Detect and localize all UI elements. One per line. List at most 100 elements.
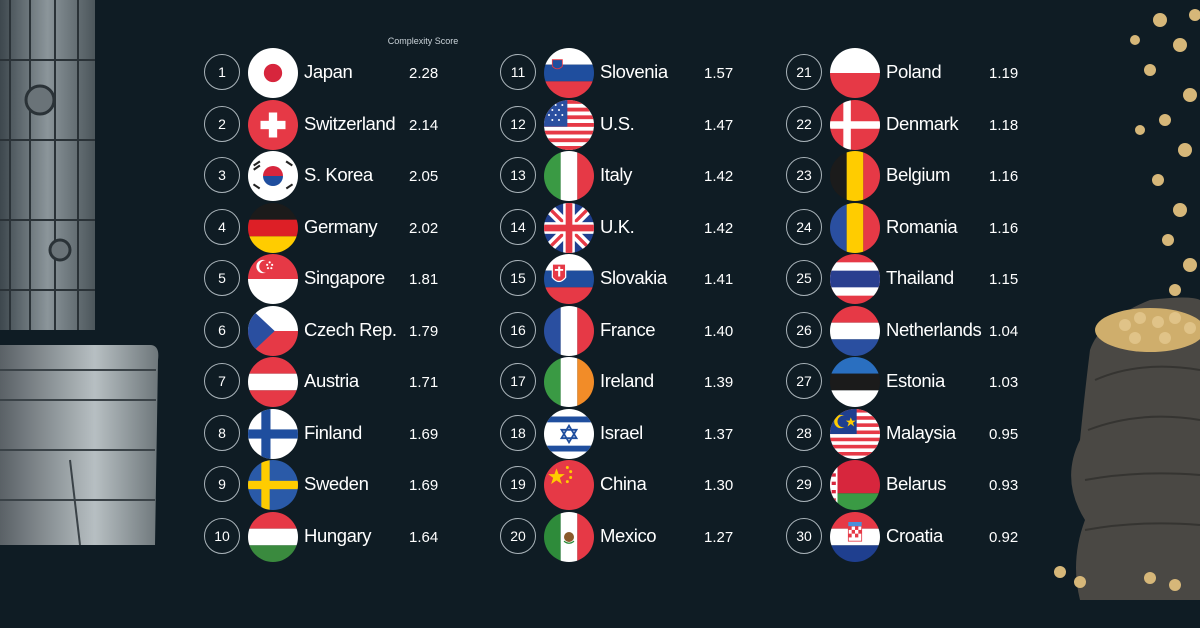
table-row: 11 Slovenia 1.57: [500, 48, 800, 98]
complexity-score-value: 1.71: [409, 374, 439, 391]
singapore-flag-icon: [248, 254, 298, 304]
table-row: 25 Thailand 1.15: [786, 254, 1086, 304]
country-name: Hungary: [304, 524, 372, 546]
rank-badge: 9: [204, 466, 240, 502]
rank-badge: 18: [500, 414, 536, 451]
rank-badge: 25: [786, 260, 822, 296]
country-name: Belarus: [886, 473, 946, 494]
table-row: 8 Finland 1.69: [204, 408, 504, 459]
sweden-flag-icon: [248, 460, 298, 510]
table-row: 21 Poland 1.19: [786, 48, 1086, 98]
table-row: 16 France 1.40: [500, 305, 800, 356]
rank-badge: 23: [786, 157, 822, 193]
usa-flag-icon: [544, 99, 594, 150]
austria-flag-icon: [248, 357, 298, 407]
country-name: Japan: [304, 61, 353, 82]
south-korea-flag-icon: [248, 151, 298, 201]
germany-flag-icon: [248, 202, 298, 253]
table-row: 14 U.K. 1.42: [500, 202, 800, 253]
ireland-flag-icon: [544, 357, 594, 407]
table-row: 17 Ireland 1.39: [500, 357, 800, 407]
complexity-score-value: 1.18: [989, 116, 1019, 134]
table-row: 15 Slovakia 1.41: [500, 254, 800, 304]
switzerland-flag-icon: [248, 99, 298, 150]
rank-badge: 6: [204, 311, 240, 348]
rank-badge: 4: [204, 208, 240, 245]
thailand-flag-icon: [830, 254, 880, 304]
rank-badge: 29: [786, 466, 822, 502]
country-name: Romania: [886, 215, 958, 237]
table-row: 12 U.S. 1.47: [500, 99, 800, 150]
complexity-score-value: 1.39: [704, 374, 734, 391]
complexity-score-value: 1.41: [704, 271, 734, 288]
country-name: France: [600, 318, 656, 340]
country-name: Slovenia: [600, 61, 668, 82]
complexity-score-value: 1.27: [704, 528, 734, 546]
complexity-score-value: 1.04: [989, 322, 1019, 340]
country-name: Singapore: [304, 267, 385, 288]
complexity-score-value: 1.47: [704, 116, 734, 134]
table-row: 13 Italy 1.42: [500, 151, 800, 201]
country-name: Croatia: [886, 524, 943, 546]
complexity-score-value: 2.28: [409, 65, 439, 82]
country-name: Israel: [600, 421, 643, 443]
china-flag-icon: [544, 460, 594, 510]
rank-badge: 17: [500, 363, 536, 399]
complexity-score-value: 1.03: [989, 374, 1019, 391]
country-name: Czech Rep.: [304, 318, 397, 340]
country-name: Belgium: [886, 164, 951, 185]
table-row: 2 Switzerland 2.14: [204, 99, 504, 150]
complexity-score-value: 1.37: [704, 425, 734, 443]
malaysia-flag-icon: [830, 408, 880, 459]
country-name: U.S.: [600, 112, 635, 134]
complexity-score-value: 1.16: [989, 168, 1019, 185]
finland-flag-icon: [248, 408, 298, 459]
poland-flag-icon: [830, 48, 880, 98]
rank-badge: 19: [500, 466, 536, 502]
jet-engine-image: [0, 0, 159, 546]
country-name: Malaysia: [886, 421, 956, 443]
israel-flag-icon: [544, 408, 594, 459]
belgium-flag-icon: [830, 151, 880, 201]
table-row: 29 Belarus 0.93: [786, 460, 1086, 510]
slovenia-flag-icon: [544, 48, 594, 98]
table-row: 18 Israel 1.37: [500, 408, 800, 459]
czech-republic-flag-icon: [248, 305, 298, 356]
country-name: Sweden: [304, 473, 369, 494]
croatia-flag-icon: [830, 511, 880, 562]
rank-badge: 28: [786, 414, 822, 451]
france-flag-icon: [544, 305, 594, 356]
country-name: Estonia: [886, 370, 945, 391]
estonia-flag-icon: [830, 357, 880, 407]
table-row: 7 Austria 1.71: [204, 357, 504, 407]
complexity-score-value: 0.93: [989, 477, 1019, 494]
complexity-score-value: 1.16: [989, 219, 1019, 237]
complexity-score-value: 1.69: [409, 425, 439, 443]
table-row: 24 Romania 1.16: [786, 202, 1086, 253]
rank-badge: 14: [500, 208, 536, 245]
country-name: Mexico: [600, 524, 657, 546]
country-name: Italy: [600, 164, 632, 185]
complexity-score-value: 1.57: [704, 65, 734, 82]
rank-badge: 20: [500, 517, 536, 554]
mexico-flag-icon: [544, 511, 594, 562]
rank-badge: 30: [786, 517, 822, 554]
table-row: 9 Sweden 1.69: [204, 460, 504, 510]
complexity-score-value: 2.02: [409, 219, 439, 237]
table-row: 6 Czech Rep. 1.79: [204, 305, 504, 356]
table-row: 22 Denmark 1.18: [786, 99, 1086, 150]
rank-badge: 1: [204, 54, 240, 90]
complexity-score-value: 2.14: [409, 116, 439, 134]
complexity-score-value: 1.69: [409, 477, 439, 494]
denmark-flag-icon: [830, 99, 880, 150]
netherlands-flag-icon: [830, 305, 880, 356]
uk-flag-icon: [544, 202, 594, 253]
japan-flag-icon: [248, 48, 298, 98]
complexity-score-value: 1.64: [409, 528, 439, 546]
italy-flag-icon: [544, 151, 594, 201]
rank-badge: 10: [204, 517, 240, 554]
complexity-score-value: 2.05: [409, 168, 439, 185]
table-row: 28 Malaysia 0.95: [786, 408, 1086, 459]
table-row: 20 Mexico 1.27: [500, 511, 800, 562]
rank-badge: 2: [204, 105, 240, 142]
